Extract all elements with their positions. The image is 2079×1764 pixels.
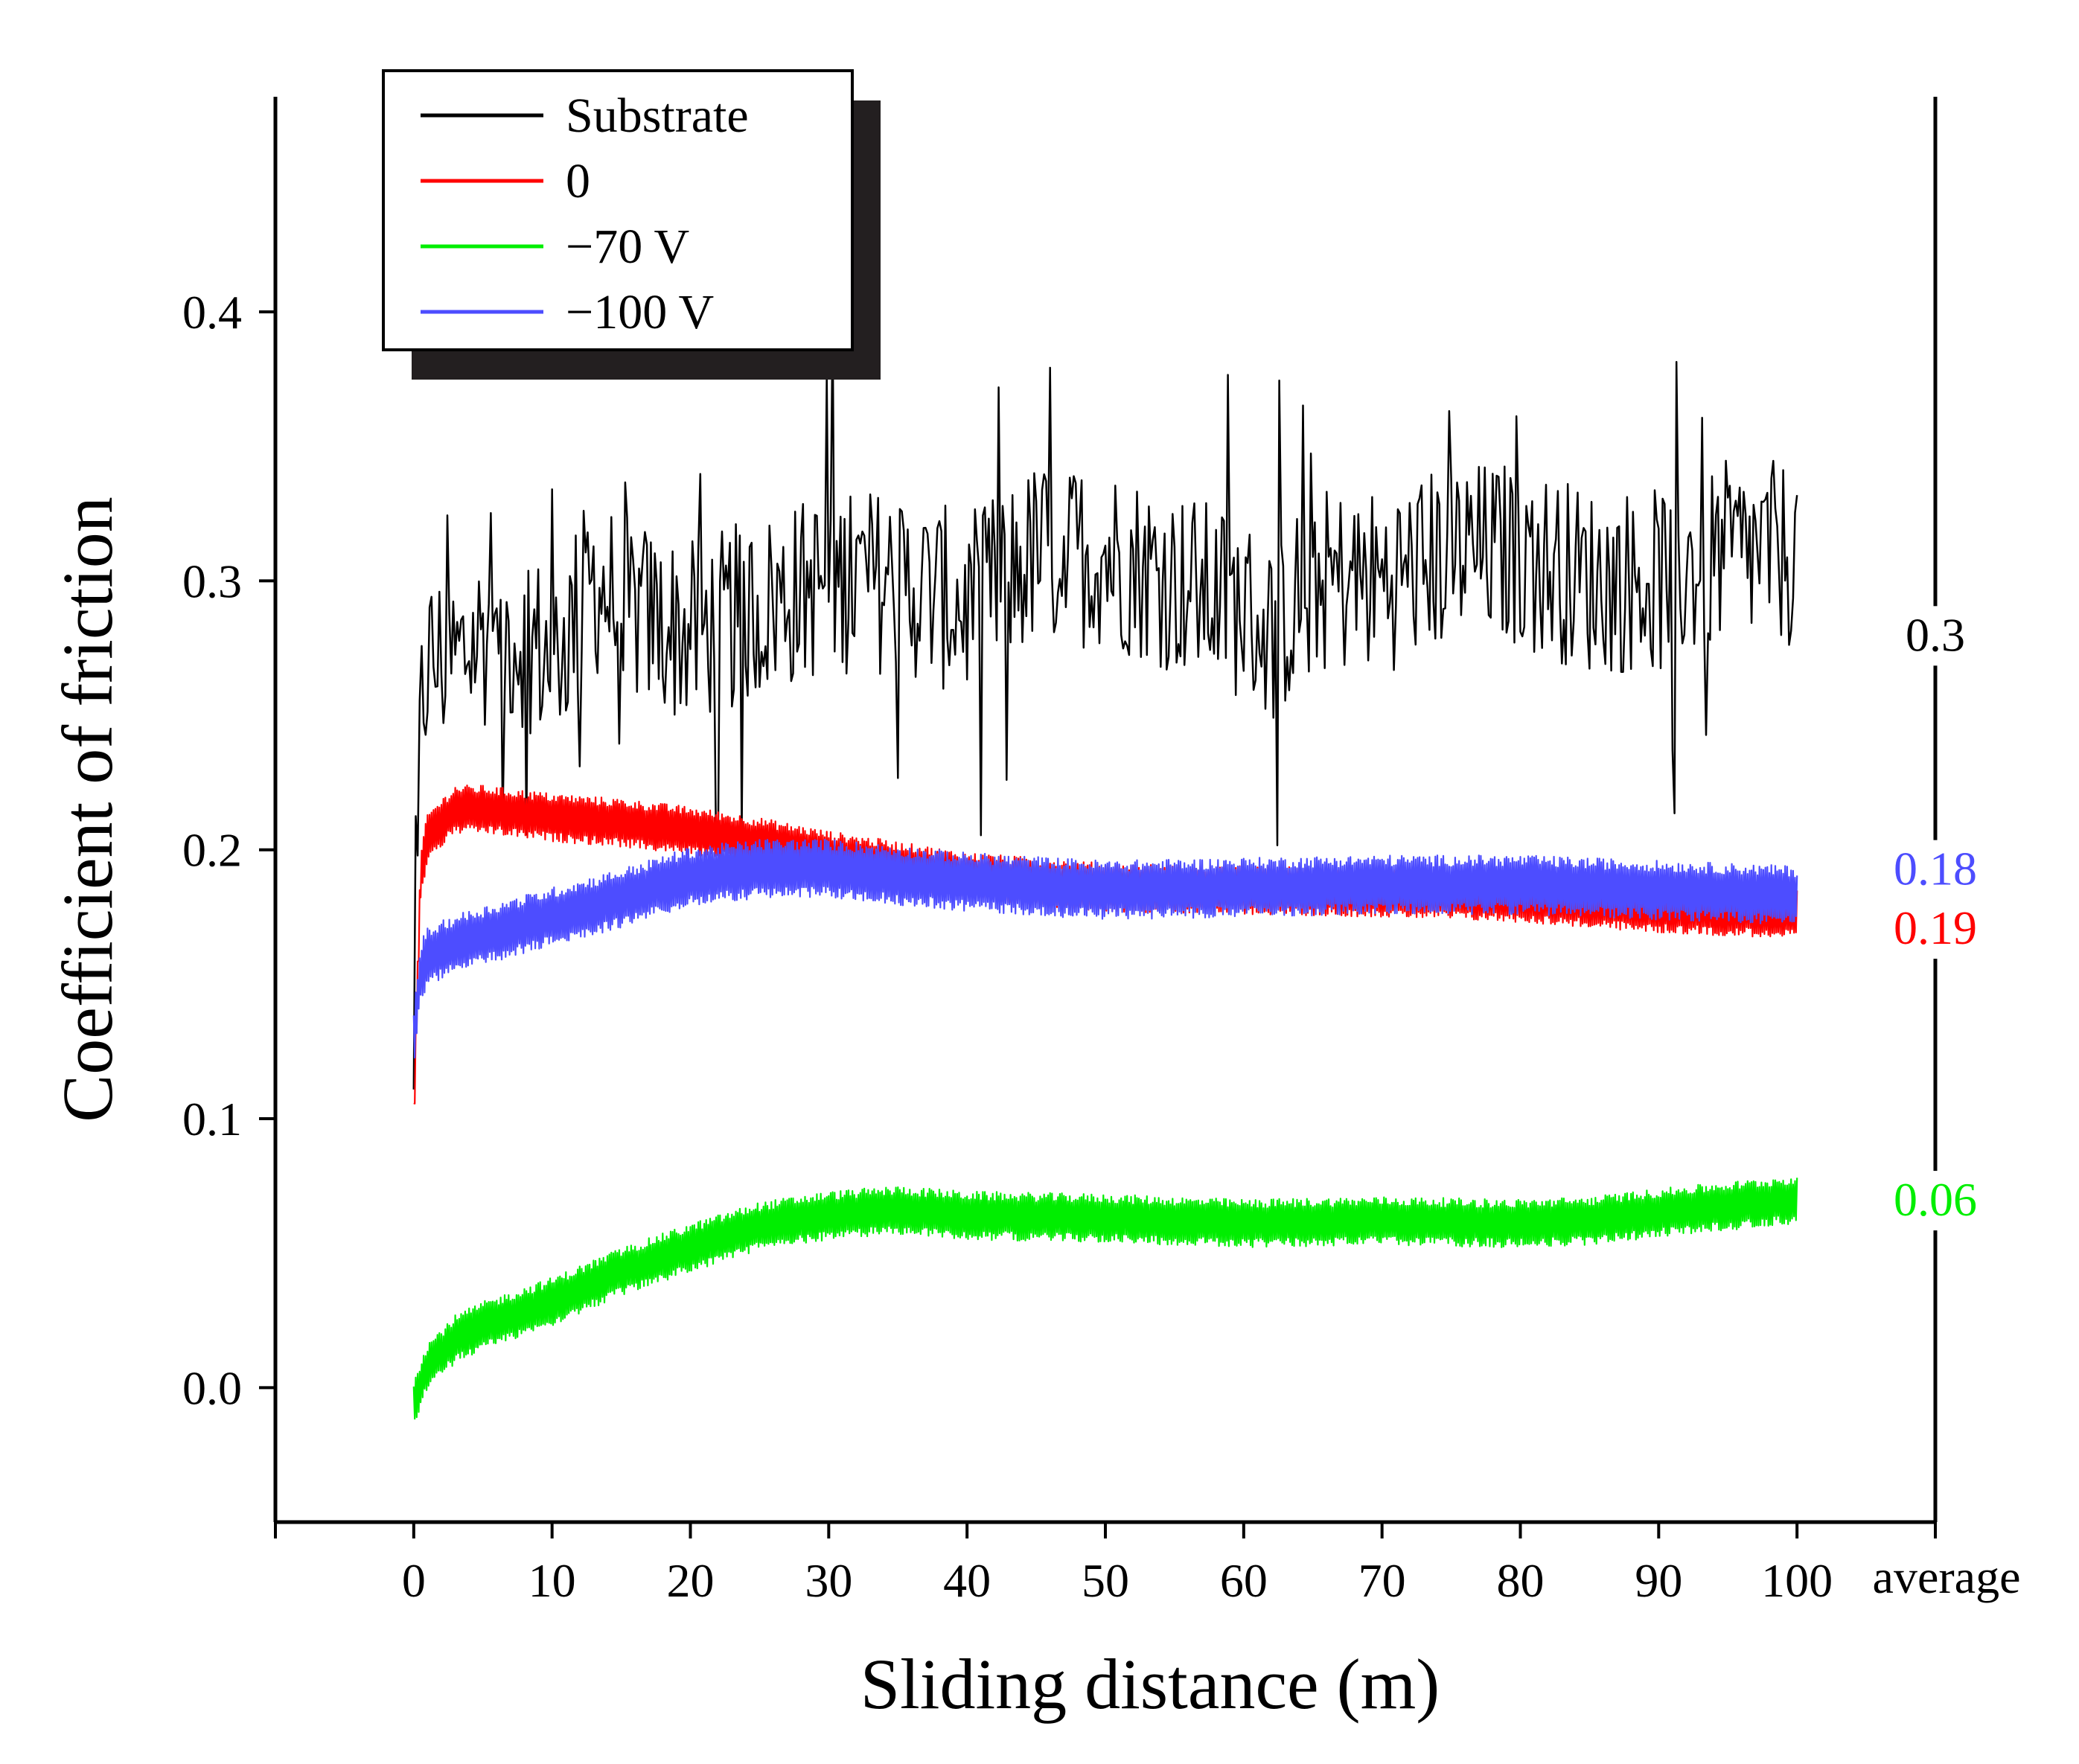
x-tick-label: 0 bbox=[402, 1554, 426, 1607]
series-line-0 bbox=[412, 316, 1798, 1090]
average-column-label: average bbox=[1873, 1550, 2021, 1603]
legend-entries: Substrate 0 −70 V −100 V bbox=[421, 89, 749, 339]
average-labels: 0.3 0.19 0.06 0.18 bbox=[1894, 606, 1977, 1231]
average-label-bg bbox=[1898, 1171, 1973, 1231]
y-tick-label: 0.2 bbox=[182, 824, 242, 877]
average-label: 0.18 bbox=[1894, 843, 1977, 895]
x-tick-label: 50 bbox=[1082, 1554, 1129, 1607]
average-label-bg bbox=[1898, 606, 1973, 666]
legend-label: 0 bbox=[566, 154, 590, 208]
x-tick-label: 10 bbox=[528, 1554, 576, 1607]
tick-labels-layer: 0 10 20 30 40 50 60 70 80 90 100 0.0 0.1 0.2 0.3 0.4 bbox=[182, 286, 1833, 1607]
ticks-layer bbox=[259, 310, 1937, 1538]
average-label: 0.3 bbox=[1906, 608, 1965, 661]
x-axis-title: Sliding distance (m) bbox=[860, 1644, 1440, 1724]
legend: Substrate 0 −70 V −100 V bbox=[382, 69, 881, 380]
average-label-bg bbox=[1898, 840, 1973, 900]
x-tick-label: 40 bbox=[943, 1554, 991, 1607]
x-tick-label: 90 bbox=[1635, 1554, 1682, 1607]
y-tick-label: 0.3 bbox=[182, 555, 242, 607]
x-tick-label: 30 bbox=[805, 1554, 852, 1607]
x-tick-label: 80 bbox=[1497, 1554, 1545, 1607]
average-label-bg bbox=[1898, 899, 1973, 959]
y-tick-label: 0.4 bbox=[182, 286, 242, 339]
series-line-2 bbox=[412, 1177, 1798, 1420]
x-tick-label: 60 bbox=[1220, 1554, 1268, 1607]
average-label: 0.06 bbox=[1894, 1173, 1977, 1226]
legend-label: −100 V bbox=[566, 285, 714, 339]
y-tick-label: 0.1 bbox=[182, 1093, 242, 1145]
legend-label: −70 V bbox=[566, 220, 689, 274]
x-tick-label: 70 bbox=[1358, 1554, 1406, 1607]
x-tick-label: 20 bbox=[667, 1554, 715, 1607]
y-tick-label: 0.0 bbox=[182, 1361, 242, 1414]
x-tick-label: 100 bbox=[1761, 1554, 1833, 1607]
average-label: 0.19 bbox=[1894, 901, 1977, 954]
series-line-3 bbox=[412, 838, 1798, 1059]
series-layer bbox=[412, 316, 1798, 1420]
y-axis-title: Coefficient of friction bbox=[48, 496, 127, 1122]
legend-label: Substrate bbox=[566, 89, 749, 143]
series-line-1 bbox=[413, 784, 1798, 1105]
